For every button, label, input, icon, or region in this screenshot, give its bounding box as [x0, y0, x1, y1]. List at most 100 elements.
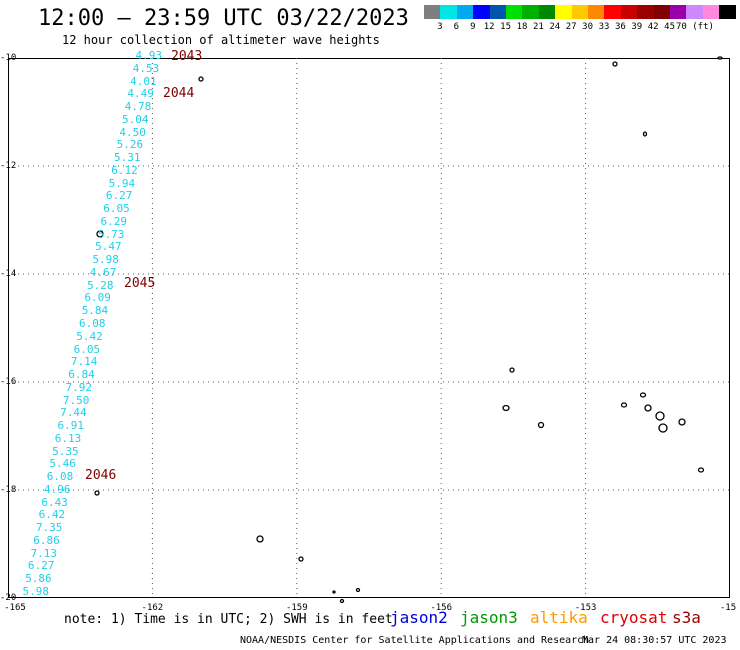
legend-swatch: [702, 5, 720, 19]
island-outline: [96, 230, 104, 238]
wave-height-value: 6.27: [27, 559, 55, 573]
y-axis-tick-label: -16: [0, 377, 17, 387]
legend-label: 45: [664, 22, 676, 32]
island-outline: [256, 535, 264, 543]
legend-swatch: [670, 5, 687, 19]
island-outline: [655, 411, 665, 421]
y-axis-tick-label: -12: [0, 161, 17, 171]
island-outline: [332, 590, 336, 594]
wave-height-value: 5.35: [52, 444, 79, 458]
map-title: 12:00 — 23:59 UTC 03/22/2023: [38, 6, 409, 31]
wave-height-value: 5.73: [97, 227, 125, 241]
wave-height-value: 6.12: [111, 163, 138, 177]
island-outline: [502, 404, 510, 412]
legend-label: 6: [453, 22, 460, 32]
timestamp-text: Mar 24 08:30:57 UTC 2023: [582, 635, 727, 646]
wave-height-value: 5.26: [116, 138, 144, 152]
satellite-name: jason3: [460, 608, 518, 627]
wave-height-value: 4.78: [124, 100, 152, 114]
legend-label: 27: [565, 22, 577, 32]
island-outline: [658, 423, 668, 433]
island-outline: [298, 556, 304, 562]
wave-height-value: 4.67: [89, 265, 117, 279]
island-outline: [355, 587, 361, 593]
x-axis-tick-label: -165: [4, 603, 26, 613]
island-outline: [717, 56, 723, 60]
legend-swatch: [424, 5, 441, 19]
wave-height-value: 6.05: [73, 342, 101, 356]
wave-height-value: 7.13: [30, 546, 58, 560]
track-label: 2046: [85, 468, 117, 483]
wave-height-value: 7.92: [65, 380, 93, 394]
wave-height-value: 5.98: [22, 585, 50, 598]
satellite-name: cryosat: [600, 608, 668, 627]
wave-height-value: 5.31: [113, 151, 141, 165]
legend-swatch: [686, 5, 704, 19]
track-label: 2043: [171, 49, 203, 64]
legend-swatch: [719, 5, 737, 19]
map-plot-area: [8, 58, 730, 598]
wave-height-value: 5.94: [108, 176, 136, 190]
legend-swatch: [555, 5, 573, 19]
wave-height-value: 7.44: [60, 406, 87, 420]
island-outline: [642, 131, 648, 137]
wave-height-value: 6.09: [84, 291, 111, 305]
legend-swatch: [620, 5, 638, 19]
wave-height-value: 4.53: [132, 61, 160, 75]
legend-label: 21: [532, 22, 544, 32]
credit-text: NOAA/NESDIS Center for Satellite Applica…: [240, 635, 590, 646]
island-outline: [612, 61, 618, 67]
wave-height-value: 5.28: [87, 278, 114, 292]
wave-height-value: 6.84: [68, 368, 95, 382]
legend-swatch: [473, 5, 491, 19]
legend-swatch: [440, 5, 458, 19]
island-outline: [509, 367, 515, 373]
island-outline: [339, 598, 345, 604]
island-outline: [94, 490, 100, 496]
satellite-name: altika: [530, 608, 588, 627]
legend-swatch: [571, 5, 589, 19]
wave-height-value: 5.46: [49, 457, 76, 471]
wave-height-value: 6.91: [57, 419, 84, 433]
wave-height-value: 6.13: [54, 431, 82, 445]
island-outline: [697, 467, 705, 473]
legend-swatch: [489, 5, 507, 19]
legend-swatch: [653, 5, 671, 19]
wave-height-value: 4.50: [119, 125, 146, 139]
wave-height-value: 7.14: [70, 355, 98, 369]
island-outline: [644, 404, 652, 412]
legend-label: 9: [470, 22, 476, 32]
satellite-name: s3a: [672, 608, 701, 627]
x-axis-tick-label: -159: [285, 603, 308, 613]
wave-height-value: 6.08: [79, 317, 106, 330]
x-axis-tick-label: -162: [141, 603, 164, 613]
island-outline: [537, 421, 545, 429]
wave-height-value: 6.27: [105, 189, 133, 203]
legend-label: 15: [500, 22, 512, 32]
x-axis-tick-label: -156: [430, 603, 453, 613]
track-label: 2045: [124, 276, 156, 291]
legend-swatch: [604, 5, 622, 19]
island-outline: [620, 402, 628, 408]
y-axis-tick-label: -20: [0, 593, 17, 603]
legend-swatch: [506, 5, 523, 19]
wave-height-value: 5.98: [92, 253, 119, 267]
wave-height-value: 6.29: [100, 214, 128, 228]
legend-label: 36: [614, 22, 626, 32]
wave-height-value: 6.08: [46, 470, 74, 484]
satellite-name: jason2: [390, 608, 448, 627]
legend-label: 42: [647, 22, 659, 32]
footer-note: note: 1) Time is in UTC; 2) SWH is in fe…: [64, 612, 393, 627]
wave-height-value: 7.35: [35, 521, 63, 535]
wave-height-value: 5.42: [76, 329, 103, 343]
wave-height-value: 5.47: [95, 240, 122, 254]
wave-height-value: 6.05: [103, 202, 130, 216]
wave-height-value: 6.43: [41, 495, 68, 509]
wave-height-value: 4.93: [135, 49, 163, 62]
legend-label: 33: [598, 22, 610, 32]
y-axis-tick-label: -10: [0, 53, 17, 63]
legend-label: 70 (ft): [676, 22, 714, 32]
map-subtitle: 12 hour collection of altimeter wave hei…: [62, 33, 380, 47]
island-outline: [198, 76, 204, 82]
y-axis-tick-label: -14: [0, 269, 17, 279]
